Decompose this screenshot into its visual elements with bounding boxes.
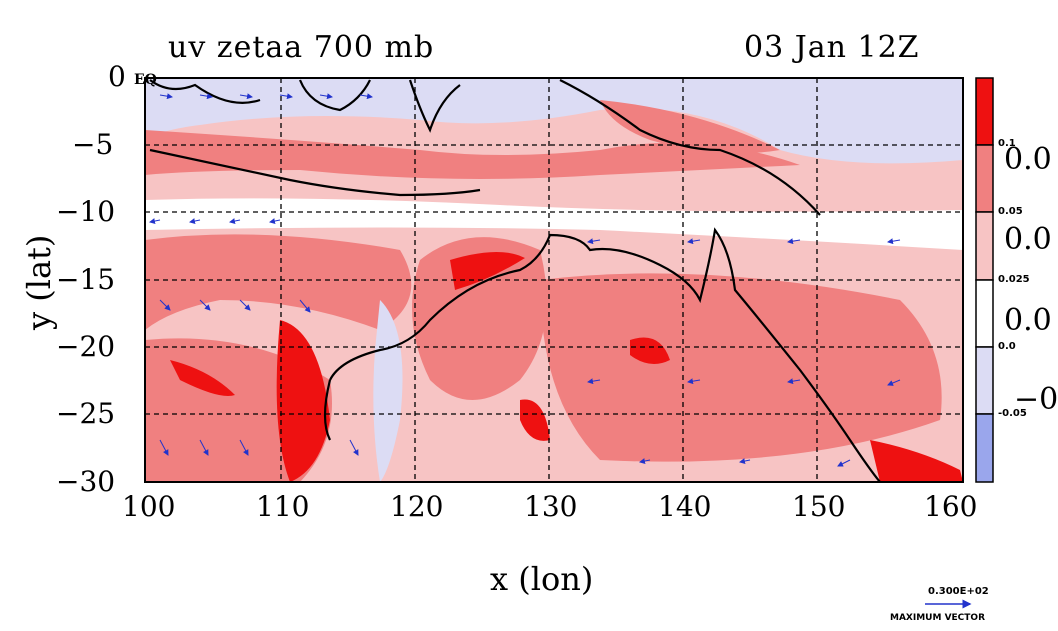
colorbar-swatch-1 [975,77,994,146]
colorbar-swatch-5 [975,346,994,415]
equator-label: EQ [134,72,157,88]
y-tick-label: −30 [56,465,116,498]
y-tick-label: −25 [56,397,116,430]
y-axis-title: y (lat) [20,234,58,330]
plot-frame [144,77,964,483]
colorbar-level: 0.1 [998,138,1016,149]
max-vector-caption: MAXIMUM VECTOR [890,613,986,623]
wind-vectors [149,93,901,467]
colorbar-swatch-2 [975,144,994,213]
y-tick-label: 0 [108,60,126,93]
colorbar-swatch-6 [975,413,994,483]
colorbar-level: -0.05 [998,408,1027,419]
plot-date: 03 Jan 12Z [744,30,920,65]
y-tick-label: −15 [56,263,116,296]
x-tick-label: 130 [524,490,578,523]
x-tick-label: 140 [658,490,712,523]
colorbar-swatch-3 [975,211,994,281]
colorbar-big-label: 0.0 [1004,222,1052,257]
colorbar-big-label: 0.0 [1004,142,1052,177]
y-tick-label: −20 [56,330,116,363]
x-tick-label: 150 [792,490,846,523]
colorbar-level: 0.0 [998,341,1016,352]
x-axis-title: x (lon) [490,560,594,598]
colorbar-swatch-4 [975,279,994,348]
x-tick-label: 160 [924,490,978,523]
x-tick-label: 100 [122,490,176,523]
colorbar-big-label: −0. [1014,382,1058,417]
max-vector-value: 0.300E+02 [928,586,989,597]
colorbar-big-label: 0.0 [1004,303,1052,338]
colorbar-level: 0.025 [998,274,1030,285]
x-tick-label: 120 [390,490,444,523]
coastlines [149,79,881,482]
y-tick-label: −5 [72,128,114,161]
colorbar-level: 0.05 [998,206,1023,217]
colorbar [975,77,994,483]
plot-title: uv zetaa 700 mb [168,30,435,65]
y-tick-label: −10 [56,195,116,228]
x-tick-label: 110 [256,490,310,523]
lat-lon-grid [145,78,963,482]
